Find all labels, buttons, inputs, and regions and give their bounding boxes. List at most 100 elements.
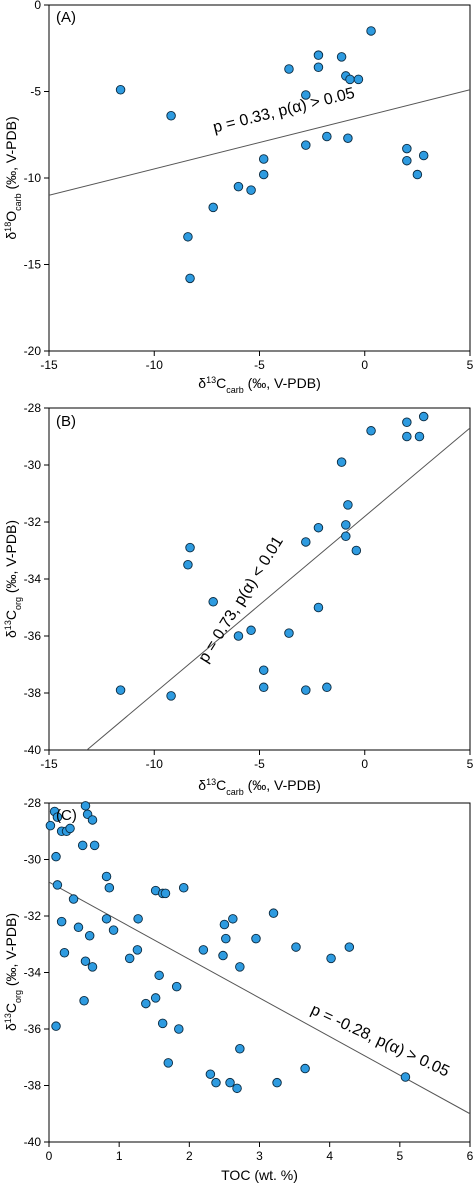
data-point (366, 26, 376, 36)
data-point (208, 202, 218, 213)
data-point (414, 431, 425, 442)
data-point (300, 1063, 310, 1074)
data-point (400, 1072, 411, 1082)
regression-line (49, 89, 470, 196)
data-point (171, 981, 182, 992)
data-point (326, 953, 336, 964)
y-tick-label: -5 (30, 85, 41, 99)
y-tick-label: -15 (24, 258, 42, 272)
x-tick-label: -5 (254, 757, 265, 771)
data-point (268, 908, 279, 918)
x-axis-title: δ13Ccarb (‰, V-PDB) (198, 777, 320, 797)
x-tick-label: -15 (40, 358, 58, 372)
data-point (336, 52, 347, 62)
data-point (258, 169, 269, 180)
data-point (115, 85, 126, 95)
data-point (51, 851, 61, 862)
data-point (80, 956, 91, 966)
data-point (402, 155, 412, 166)
y-tick-label: -28 (24, 796, 42, 810)
data-point (59, 947, 70, 958)
data-point (402, 417, 412, 428)
data-point (301, 90, 311, 100)
x-tick-label: 5 (467, 757, 474, 771)
y-tick-label: -34 (24, 966, 42, 980)
x-tick-label: 0 (361, 757, 368, 771)
panel-label: (B) (56, 413, 76, 430)
data-point (101, 914, 112, 924)
data-point (235, 962, 245, 972)
x-tick-label: -10 (146, 757, 164, 771)
data-point (291, 942, 301, 952)
data-point (163, 1058, 174, 1068)
y-tick-label: -32 (24, 515, 42, 529)
data-point (301, 140, 311, 150)
data-point (353, 74, 364, 85)
x-tick-label: 1 (116, 1149, 123, 1163)
data-point (84, 931, 95, 941)
data-point (132, 945, 143, 955)
data-point (258, 665, 269, 675)
data-point (79, 996, 89, 1006)
data-point (341, 531, 351, 542)
data-point (219, 919, 230, 930)
data-point (166, 110, 176, 121)
y-tick-label: -38 (24, 686, 42, 700)
y-tick-label: -28 (24, 401, 42, 415)
y-tick-label: -10 (24, 171, 42, 185)
y-tick-label: -34 (24, 572, 42, 586)
chart-panel-1: -15 -10 -5 0 50-5-10-15-20(A)p = 0.33, p(α) … (3, 0, 474, 395)
data-point (232, 1083, 242, 1094)
data-point (301, 537, 311, 547)
panel-label: (A) (56, 9, 76, 26)
y-tick-label: -40 (24, 1135, 42, 1149)
y-tick-label: -38 (24, 1079, 42, 1093)
data-point (251, 933, 261, 944)
data-point (178, 883, 189, 893)
data-point (221, 933, 231, 944)
data-point (313, 522, 324, 533)
x-tick-label: -5 (254, 358, 265, 372)
data-point (418, 150, 429, 161)
data-point (174, 1024, 184, 1034)
x-tick-label: 2 (186, 1149, 193, 1163)
x-tick-label: 5 (396, 1149, 403, 1163)
data-point (45, 820, 56, 831)
data-point (133, 914, 143, 924)
x-tick-label: 5 (467, 358, 474, 372)
data-point (150, 993, 161, 1003)
data-point (351, 545, 362, 556)
x-axis-title: δ13Ccarb (‰, V-PDB) (198, 375, 320, 395)
y-tick-label: -36 (24, 629, 42, 643)
data-point (322, 682, 332, 693)
data-point (56, 916, 67, 927)
data-point (228, 914, 238, 924)
data-point (124, 953, 135, 964)
data-point (115, 685, 126, 695)
x-tick-label: 4 (326, 1149, 333, 1163)
data-point (166, 691, 176, 701)
y-tick-label: -20 (24, 344, 42, 358)
data-point (141, 998, 151, 1009)
data-point (52, 812, 63, 822)
x-tick-label: 0 (361, 358, 368, 372)
data-point (108, 925, 119, 935)
y-axis-title: δ18Ocarb (‰, V-PDB) (3, 116, 23, 239)
data-point (208, 597, 218, 607)
data-point (104, 883, 115, 893)
data-point (418, 411, 429, 422)
data-point (52, 880, 63, 890)
plot-frame (48, 802, 471, 1143)
stat-annotation: p = 0.33, p(α) > 0.05 (211, 85, 356, 137)
y-tick-label: -32 (24, 909, 42, 923)
data-point (235, 1044, 245, 1054)
data-point (51, 1021, 61, 1031)
y-axis-title: δ13Corg (‰, V-PDB) (3, 520, 23, 638)
data-point (284, 64, 294, 74)
data-point (402, 143, 412, 154)
stat-annotation: p = -0.28, p(α) > 0.05 (308, 1001, 452, 1080)
data-point (80, 801, 91, 811)
y-tick-label: -36 (24, 1022, 42, 1036)
x-tick-label: 6 (467, 1149, 474, 1163)
